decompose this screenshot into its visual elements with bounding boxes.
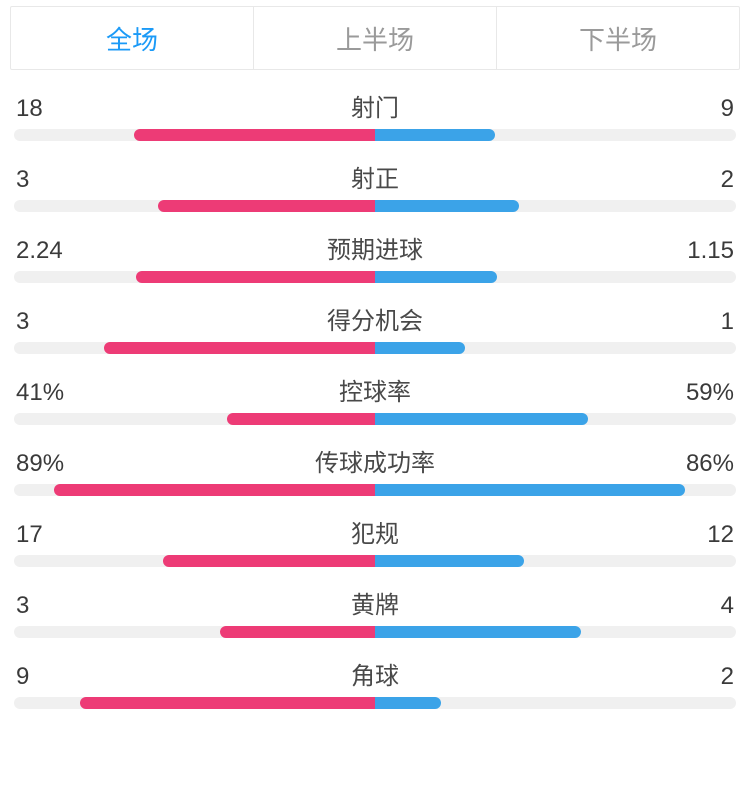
bar-half-home xyxy=(14,271,375,283)
bar-half-away xyxy=(375,484,736,496)
stat-label: 控球率 xyxy=(86,372,664,407)
stat-label: 射门 xyxy=(86,88,664,123)
bar-half-away xyxy=(375,271,736,283)
bar-fill-away xyxy=(375,413,588,425)
bar-half-away xyxy=(375,697,736,709)
tab-label: 上半场 xyxy=(336,20,414,57)
home-value: 3 xyxy=(16,166,86,194)
away-value: 1.15 xyxy=(664,237,734,265)
home-value: 89% xyxy=(16,450,86,478)
home-value: 3 xyxy=(16,308,86,336)
bar-fill-home xyxy=(136,271,375,283)
stat-label: 传球成功率 xyxy=(86,443,664,478)
bar-fill-away xyxy=(375,484,685,496)
away-value: 86% xyxy=(664,450,734,478)
stat-label: 犯规 xyxy=(86,514,664,549)
stat-header: 3射正2 xyxy=(14,159,736,194)
tabs-container: 全场 上半场 下半场 xyxy=(10,6,740,70)
tab-2[interactable]: 下半场 xyxy=(497,7,739,69)
stat-header: 89%传球成功率86% xyxy=(14,443,736,478)
stat-header: 41%控球率59% xyxy=(14,372,736,407)
stat-header: 17犯规12 xyxy=(14,514,736,549)
tab-0[interactable]: 全场 xyxy=(11,7,254,69)
away-value: 59% xyxy=(664,379,734,407)
bar-track xyxy=(14,484,736,496)
bar-fill-home xyxy=(134,129,375,141)
bar-half-away xyxy=(375,413,736,425)
bar-half-away xyxy=(375,555,736,567)
bar-half-home xyxy=(14,484,375,496)
bar-track xyxy=(14,271,736,283)
away-value: 12 xyxy=(664,521,734,549)
bar-fill-away xyxy=(375,200,519,212)
stat-header: 18射门9 xyxy=(14,88,736,123)
bar-half-away xyxy=(375,129,736,141)
bar-fill-away xyxy=(375,555,524,567)
bar-fill-home xyxy=(54,484,375,496)
stat-row: 3黄牌4 xyxy=(14,585,736,638)
bar-half-home xyxy=(14,626,375,638)
bar-fill-away xyxy=(375,626,581,638)
away-value: 2 xyxy=(664,663,734,691)
stat-row: 41%控球率59% xyxy=(14,372,736,425)
bar-track xyxy=(14,129,736,141)
stat-label: 黄牌 xyxy=(86,585,664,620)
bar-fill-home xyxy=(227,413,375,425)
bar-track xyxy=(14,555,736,567)
stat-row: 17犯规12 xyxy=(14,514,736,567)
stat-row: 9角球2 xyxy=(14,656,736,709)
bar-half-away xyxy=(375,342,736,354)
stat-row: 18射门9 xyxy=(14,88,736,141)
home-value: 18 xyxy=(16,95,86,123)
bar-fill-home xyxy=(104,342,375,354)
stat-row: 3得分机会1 xyxy=(14,301,736,354)
bar-half-home xyxy=(14,697,375,709)
stat-row: 2.24预期进球1.15 xyxy=(14,230,736,283)
away-value: 4 xyxy=(664,592,734,620)
home-value: 9 xyxy=(16,663,86,691)
bar-track xyxy=(14,697,736,709)
bar-fill-away xyxy=(375,697,441,709)
away-value: 1 xyxy=(664,308,734,336)
stat-row: 3射正2 xyxy=(14,159,736,212)
home-value: 2.24 xyxy=(16,237,86,265)
bar-fill-home xyxy=(80,697,375,709)
bar-half-away xyxy=(375,626,736,638)
bar-fill-away xyxy=(375,271,497,283)
bar-track xyxy=(14,413,736,425)
stat-header: 2.24预期进球1.15 xyxy=(14,230,736,265)
stat-header: 3得分机会1 xyxy=(14,301,736,336)
stat-header: 9角球2 xyxy=(14,656,736,691)
tab-label: 下半场 xyxy=(579,20,657,57)
bar-track xyxy=(14,626,736,638)
bar-half-away xyxy=(375,200,736,212)
stat-label: 角球 xyxy=(86,656,664,691)
bar-half-home xyxy=(14,555,375,567)
home-value: 3 xyxy=(16,592,86,620)
bar-half-home xyxy=(14,200,375,212)
bar-fill-away xyxy=(375,342,465,354)
bar-fill-home xyxy=(158,200,375,212)
stat-label: 预期进球 xyxy=(86,230,664,265)
away-value: 9 xyxy=(664,95,734,123)
bar-fill-away xyxy=(375,129,495,141)
stats-container: 18射门93射正22.24预期进球1.153得分机会141%控球率59%89%传… xyxy=(0,70,750,735)
bar-half-home xyxy=(14,129,375,141)
bar-track xyxy=(14,342,736,354)
stat-label: 射正 xyxy=(86,159,664,194)
tab-label: 全场 xyxy=(106,20,158,57)
tab-1[interactable]: 上半场 xyxy=(254,7,497,69)
bar-track xyxy=(14,200,736,212)
stat-row: 89%传球成功率86% xyxy=(14,443,736,496)
away-value: 2 xyxy=(664,166,734,194)
bar-fill-home xyxy=(163,555,375,567)
stat-header: 3黄牌4 xyxy=(14,585,736,620)
home-value: 17 xyxy=(16,521,86,549)
bar-half-home xyxy=(14,342,375,354)
stat-label: 得分机会 xyxy=(86,301,664,336)
bar-half-home xyxy=(14,413,375,425)
bar-fill-home xyxy=(220,626,375,638)
home-value: 41% xyxy=(16,379,86,407)
